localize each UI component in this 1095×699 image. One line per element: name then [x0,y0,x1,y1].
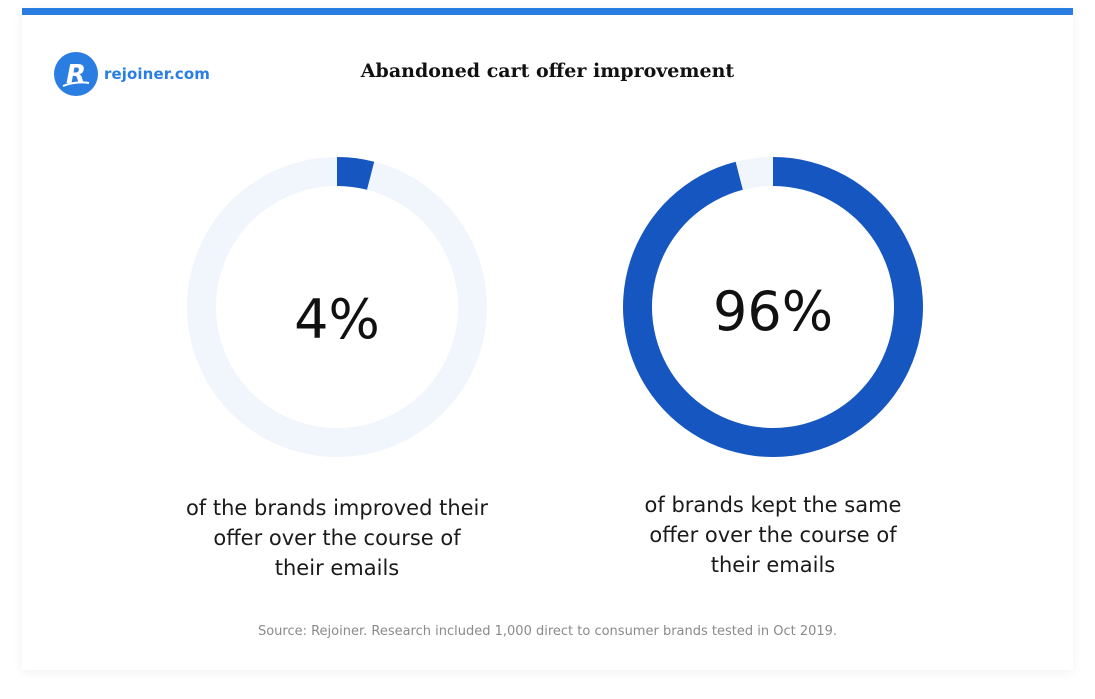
description-line: offer over the course of [213,526,461,550]
donut-description-kept: of brands kept the same offer over the c… [593,490,953,580]
donut-description-improved: of the brands improved their offer over … [157,493,517,583]
description-line: offer over the course of [649,523,897,547]
description-line: their emails [710,553,836,577]
donut-slice-remaining [735,157,773,190]
description-line: of brands kept the same [644,493,902,517]
donut-svg-improved [187,157,487,457]
source-note: Source: Rejoiner. Research included 1,00… [257,624,838,639]
donut-chart-improved: 4% [187,157,487,457]
donut-value-label-improved: 4% [294,288,380,351]
donut-slice-improved [337,157,375,190]
accent-top-bar [22,8,1073,15]
logo-text: rejoiner.com [104,65,210,83]
donut-svg-kept [623,157,923,457]
description-line: their emails [274,556,400,580]
chart-title: Abandoned cart offer improvement [360,60,735,82]
rejoiner-logo-icon: R [54,52,98,96]
infographic-card: R rejoiner.com Abandoned cart offer impr… [22,8,1073,670]
brand-logo[interactable]: R rejoiner.com [54,52,210,96]
description-line: of the brands improved their [185,496,489,520]
donut-chart-kept: 96% [623,157,923,457]
donut-value-label-kept: 96% [712,280,834,343]
